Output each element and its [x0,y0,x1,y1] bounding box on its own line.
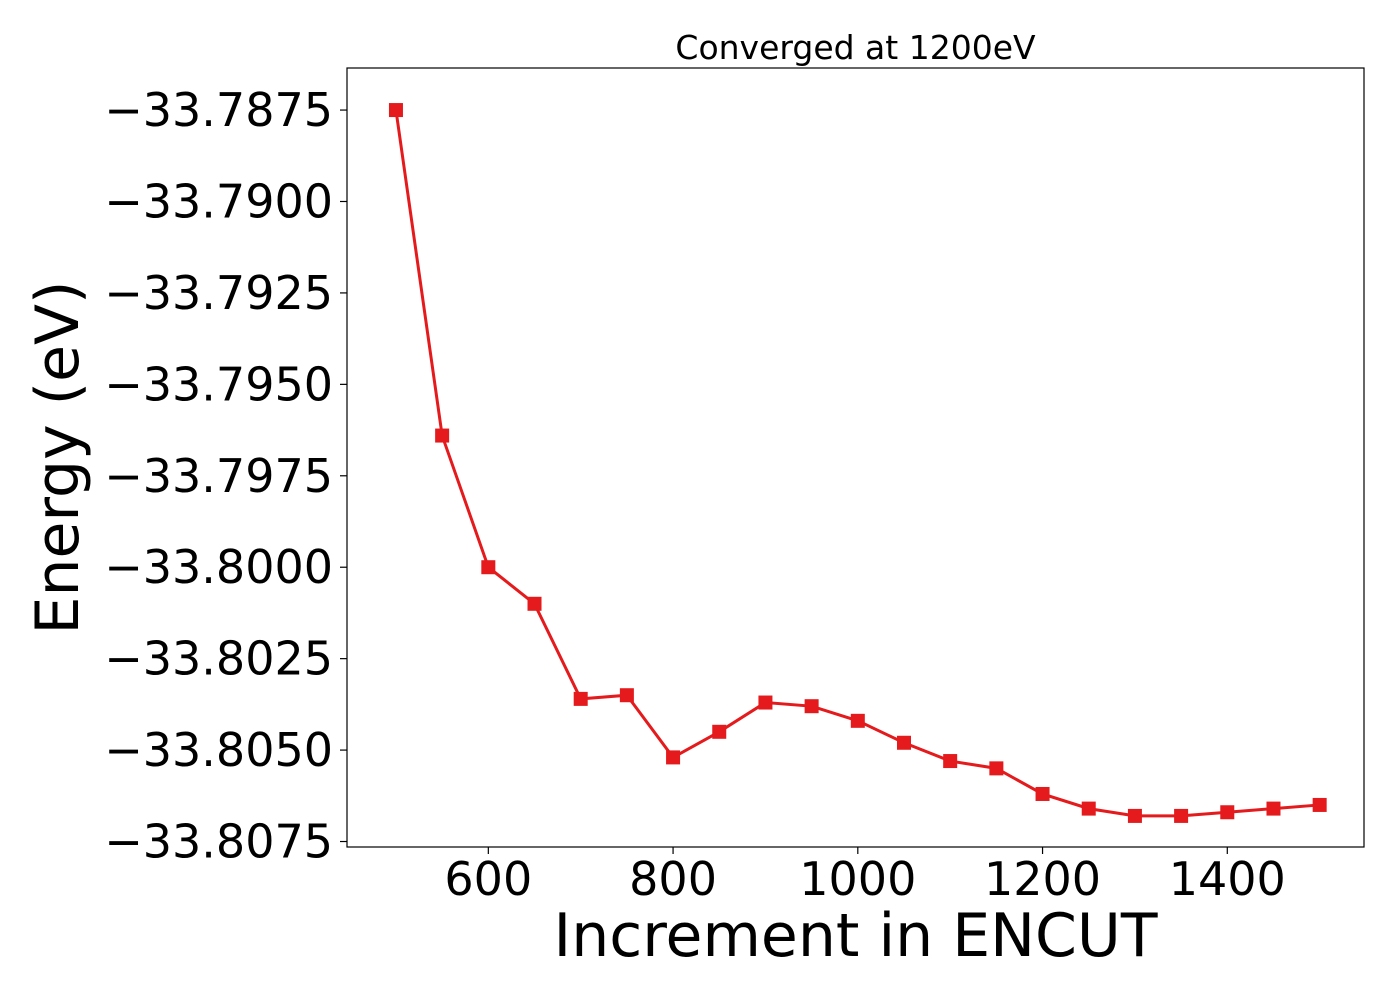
x-tick-label: 1400 [1169,852,1286,906]
x-tick-label: 600 [444,852,532,906]
data-point-marker [712,724,727,739]
y-tick-label: −33.7975 [104,449,333,503]
data-point-marker [1174,808,1189,823]
data-point-marker [1312,797,1327,812]
x-tick-label: 1200 [984,852,1101,906]
data-point-marker [1220,805,1235,820]
plot-area-frame [346,67,1365,848]
y-axis-label: Energy (eV) [23,281,93,635]
data-point-marker [1035,786,1050,801]
data-point-marker [804,699,819,714]
data-point-marker [619,688,634,703]
y-tick-label: −33.7900 [104,174,333,228]
data-point-marker [943,754,958,769]
data-point-marker [758,695,773,710]
series-layer [388,103,1327,823]
chart-title: Converged at 1200eV [675,28,1036,67]
data-point-marker [481,560,496,575]
x-tick-label: 1000 [799,852,916,906]
data-point-marker [850,713,865,728]
y-tick-label: −33.8050 [104,723,333,777]
data-point-marker [1081,801,1096,816]
y-tick-label: −33.8000 [104,540,333,594]
data-point-marker [666,750,681,765]
x-axis-ticks: 600 800 1000 1200 1400 [444,847,1286,906]
y-tick-label: −33.7875 [104,83,333,137]
y-axis-ticks: −33.7875 −33.7900 −33.7925 −33.7950 −33.7975… [104,83,347,869]
y-tick-label: −33.7950 [104,357,333,411]
data-point-marker [527,596,542,611]
y-tick-label: −33.7925 [104,266,333,320]
data-point-marker [896,735,911,750]
data-point-marker [388,103,403,118]
x-axis-label: Increment in ENCUT [554,901,1158,971]
y-tick-label: −33.8025 [104,632,333,686]
x-tick-label: 800 [629,852,717,906]
data-point-marker [1127,808,1142,823]
data-point-marker [435,428,450,443]
y-tick-label: −33.8075 [104,815,333,869]
data-point-marker [573,691,588,706]
data-point-marker [989,761,1004,776]
data-point-marker [1266,801,1281,816]
